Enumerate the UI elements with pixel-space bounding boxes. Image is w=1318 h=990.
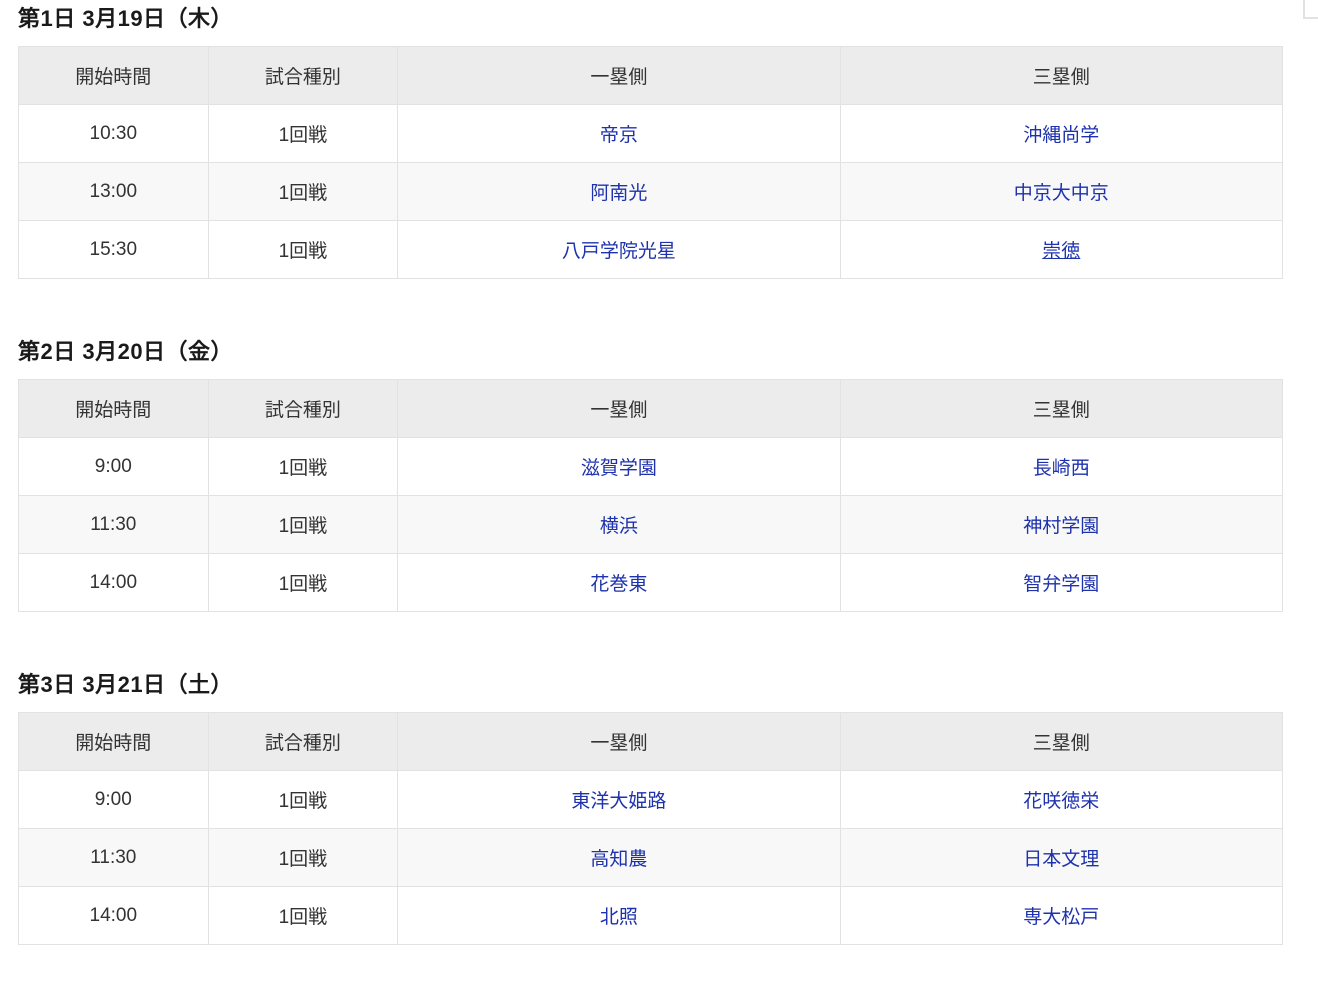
day-title: 第2日 3月20日（金）	[18, 339, 234, 364]
third-base-cell: 専大松戸	[839, 886, 1284, 945]
table-row: 9:00 1回戦 滋賀学園 長崎西	[18, 437, 1284, 496]
day-title: 第3日 3月21日（土）	[18, 672, 234, 697]
cutoff-box-corner	[1303, 0, 1318, 19]
table-row: 14:00 1回戦 花巻東 智弁学園	[18, 553, 1284, 612]
col-header-first-base: 一塁側	[397, 712, 841, 771]
third-base-cell: 長崎西	[839, 437, 1284, 496]
first-base-cell: 花巻東	[397, 553, 841, 612]
match-type-cell: 1回戦	[207, 886, 399, 945]
schedule-table: 開始時間 試合種別 一塁側 三塁側 9:00 1回戦 滋賀学園 長崎西 11:3…	[18, 379, 1284, 612]
team-link[interactable]: 北照	[599, 907, 638, 928]
start-time-cell: 9:00	[18, 437, 209, 496]
team-link[interactable]: 高知農	[590, 849, 648, 870]
team-link[interactable]: 日本文理	[1023, 849, 1100, 870]
table-row: 9:00 1回戦 東洋大姫路 花咲徳栄	[18, 770, 1284, 829]
third-base-cell: 日本文理	[839, 828, 1284, 887]
first-base-cell: 高知農	[397, 828, 841, 887]
table-row: 10:30 1回戦 帝京 沖縄尚学	[18, 104, 1284, 163]
team-link[interactable]: 神村学園	[1023, 516, 1100, 537]
col-header-third-base: 三塁側	[839, 712, 1284, 771]
first-base-cell: 東洋大姫路	[397, 770, 841, 829]
table-row: 14:00 1回戦 北照 専大松戸	[18, 886, 1284, 945]
first-base-cell: 滋賀学園	[397, 437, 841, 496]
first-base-cell: 北照	[397, 886, 841, 945]
start-time-cell: 14:00	[18, 553, 209, 612]
match-type-cell: 1回戦	[207, 437, 399, 496]
match-type-cell: 1回戦	[207, 495, 399, 554]
table-row: 13:00 1回戦 阿南光 中京大中京	[18, 162, 1284, 221]
col-header-match-type: 試合種別	[207, 379, 399, 438]
table-header-row: 開始時間 試合種別 一塁側 三塁側	[18, 46, 1284, 105]
col-header-first-base: 一塁側	[397, 379, 841, 438]
table-header-row: 開始時間 試合種別 一塁側 三塁側	[18, 712, 1284, 771]
table-header-row: 開始時間 試合種別 一塁側 三塁側	[18, 379, 1284, 438]
first-base-cell: 阿南光	[397, 162, 841, 221]
team-link[interactable]: 花巻東	[590, 574, 648, 595]
third-base-cell: 崇徳	[839, 220, 1284, 279]
day-section-2: 第2日 3月20日（金） 開始時間 試合種別 一塁側 三塁側 9:00 1回戦 …	[18, 339, 1284, 612]
team-link[interactable]: 滋賀学園	[580, 458, 657, 479]
schedule-table: 開始時間 試合種別 一塁側 三塁側 9:00 1回戦 東洋大姫路 花咲徳栄 11…	[18, 712, 1284, 945]
table-row: 11:30 1回戦 高知農 日本文理	[18, 828, 1284, 887]
schedule-table: 開始時間 試合種別 一塁側 三塁側 10:30 1回戦 帝京 沖縄尚学 13:0…	[18, 46, 1284, 279]
start-time-cell: 13:00	[18, 162, 209, 221]
table-row: 15:30 1回戦 八戸学院光星 崇徳	[18, 220, 1284, 279]
start-time-cell: 11:30	[18, 828, 209, 887]
start-time-cell: 14:00	[18, 886, 209, 945]
team-link[interactable]: 横浜	[599, 516, 638, 537]
col-header-third-base: 三塁側	[839, 379, 1284, 438]
match-type-cell: 1回戦	[207, 553, 399, 612]
start-time-cell: 9:00	[18, 770, 209, 829]
col-header-start-time: 開始時間	[18, 712, 209, 771]
match-type-cell: 1回戦	[207, 220, 399, 279]
col-header-third-base: 三塁側	[839, 46, 1284, 105]
team-link[interactable]: 中京大中京	[1013, 183, 1109, 204]
match-type-cell: 1回戦	[207, 162, 399, 221]
team-link[interactable]: 沖縄尚学	[1023, 125, 1100, 146]
col-header-start-time: 開始時間	[18, 379, 209, 438]
first-base-cell: 八戸学院光星	[397, 220, 841, 279]
team-link[interactable]: 阿南光	[590, 183, 648, 204]
match-type-cell: 1回戦	[207, 828, 399, 887]
team-link[interactable]: 花咲徳栄	[1023, 791, 1100, 812]
first-base-cell: 帝京	[397, 104, 841, 163]
day-title: 第1日 3月19日（木）	[18, 6, 234, 31]
start-time-cell: 10:30	[18, 104, 209, 163]
col-header-match-type: 試合種別	[207, 46, 399, 105]
table-row: 11:30 1回戦 横浜 神村学園	[18, 495, 1284, 554]
team-link[interactable]: 八戸学院光星	[561, 241, 676, 262]
day-section-1: 第1日 3月19日（木） 開始時間 試合種別 一塁側 三塁側 10:30 1回戦…	[18, 6, 1284, 279]
third-base-cell: 花咲徳栄	[839, 770, 1284, 829]
third-base-cell: 智弁学園	[839, 553, 1284, 612]
col-header-first-base: 一塁側	[397, 46, 841, 105]
team-link[interactable]: 智弁学園	[1023, 574, 1100, 595]
col-header-match-type: 試合種別	[207, 712, 399, 771]
match-type-cell: 1回戦	[207, 104, 399, 163]
team-link[interactable]: 専大松戸	[1023, 907, 1100, 928]
day-section-3: 第3日 3月21日（土） 開始時間 試合種別 一塁側 三塁側 9:00 1回戦 …	[18, 672, 1284, 945]
team-link[interactable]: 崇徳	[1042, 241, 1081, 262]
third-base-cell: 神村学園	[839, 495, 1284, 554]
team-link[interactable]: 長崎西	[1032, 458, 1090, 479]
first-base-cell: 横浜	[397, 495, 841, 554]
third-base-cell: 沖縄尚学	[839, 104, 1284, 163]
team-link[interactable]: 帝京	[599, 125, 638, 146]
match-type-cell: 1回戦	[207, 770, 399, 829]
start-time-cell: 15:30	[18, 220, 209, 279]
third-base-cell: 中京大中京	[839, 162, 1284, 221]
team-link[interactable]: 東洋大姫路	[571, 791, 667, 812]
col-header-start-time: 開始時間	[18, 46, 209, 105]
start-time-cell: 11:30	[18, 495, 209, 554]
